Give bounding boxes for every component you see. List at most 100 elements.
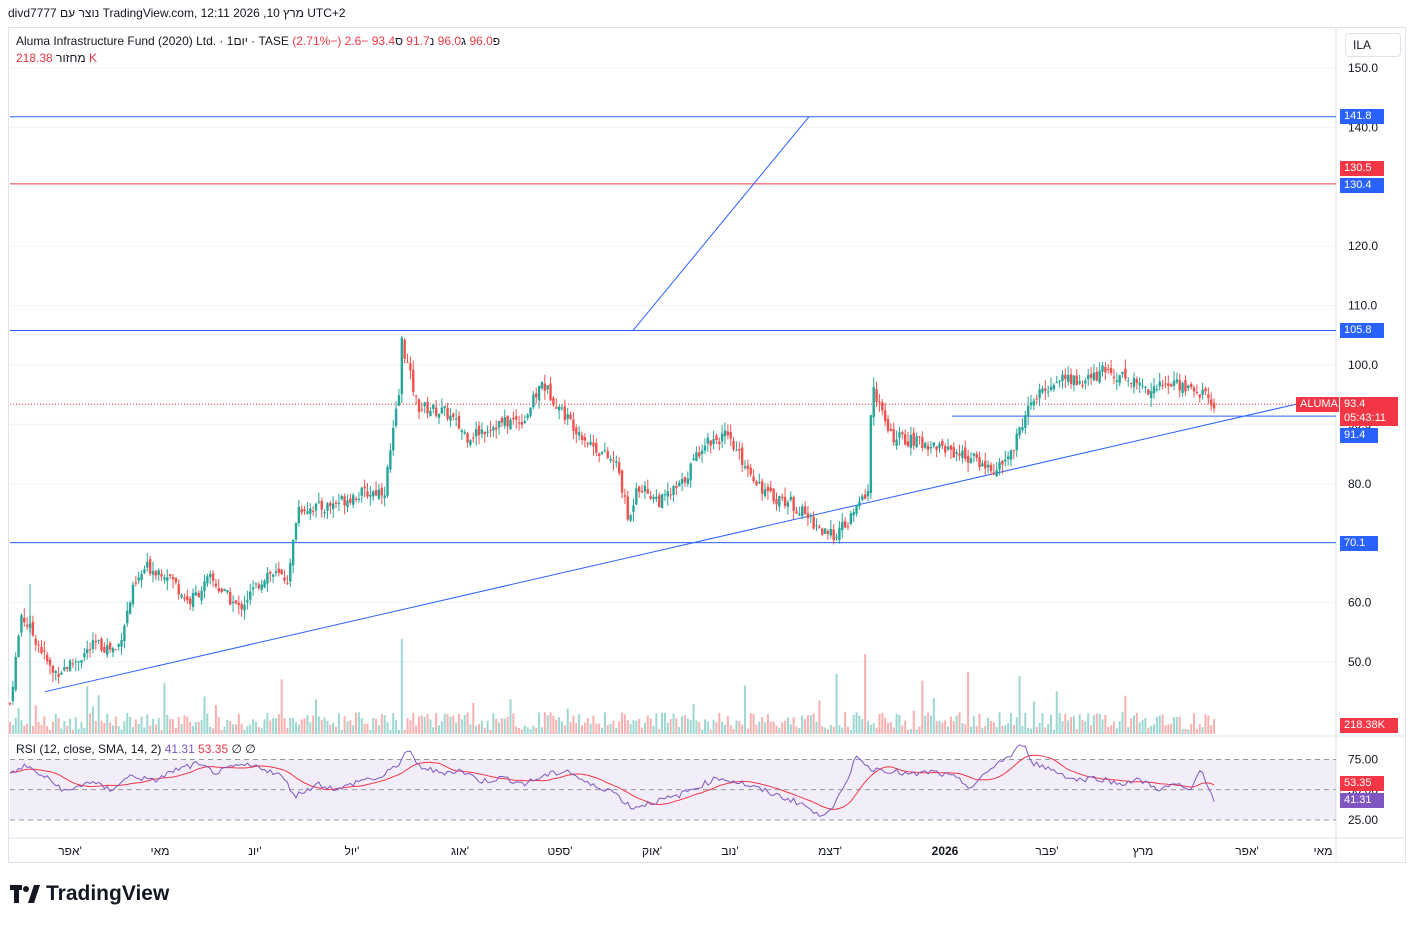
- volume-bar: [915, 729, 918, 734]
- candle-body: [801, 506, 804, 517]
- volume-bar: [500, 718, 503, 734]
- candle-body: [964, 447, 967, 459]
- candle-body: [366, 491, 369, 497]
- volume-bar: [1210, 725, 1213, 734]
- candle-body: [1009, 450, 1013, 460]
- price-tick-label: 120.0: [1348, 239, 1378, 253]
- volume-bar: [758, 721, 761, 734]
- candle-body: [615, 461, 618, 463]
- candle-body: [1149, 391, 1153, 399]
- volume-bar: [1147, 727, 1150, 734]
- volume-bar: [498, 722, 501, 734]
- volume-bar: [43, 716, 46, 734]
- volume-bar: [209, 726, 212, 734]
- volume-bar: [892, 727, 895, 734]
- candle-body: [48, 659, 52, 666]
- volume-bar: [283, 718, 286, 734]
- candle-body: [1141, 385, 1144, 387]
- volume-bar: [583, 722, 586, 734]
- candle-body: [841, 521, 844, 531]
- candle-body: [1101, 365, 1104, 372]
- volume-bar: [864, 654, 867, 734]
- countdown-tag: 05:43:11: [1340, 411, 1398, 426]
- time-tick-label: אוק': [642, 844, 662, 858]
- candle-body: [806, 513, 810, 519]
- volume-bar: [443, 713, 446, 734]
- volume-bar: [641, 727, 644, 734]
- candle-body: [1112, 376, 1116, 379]
- volume-bar: [858, 715, 861, 734]
- volume-bar: [14, 717, 17, 734]
- candle-body: [403, 339, 406, 359]
- volume-bar: [1110, 725, 1113, 734]
- candle-body: [108, 642, 112, 650]
- tradingview-logo[interactable]: TradingView: [10, 882, 169, 906]
- candle-body: [57, 673, 60, 677]
- volume-bar: [1167, 724, 1170, 734]
- volume-bar: [152, 718, 154, 734]
- volume-bar: [709, 729, 712, 734]
- price-tick-label: 110.0: [1348, 299, 1377, 313]
- volume-bar: [603, 712, 606, 734]
- rsi-title[interactable]: RSI (12, close, SMA, 14, 2): [16, 742, 162, 756]
- volume-bar: [578, 714, 581, 734]
- candle-body: [140, 574, 143, 581]
- symbol-name[interactable]: Aluma Infrastructure Fund (2020) Ltd. · …: [16, 34, 289, 48]
- rsi-legend: RSI (12, close, SMA, 14, 2) 41.31 53.35 …: [16, 742, 256, 756]
- volume-bar: [438, 725, 440, 734]
- candle-body: [949, 445, 953, 450]
- candle-body: [906, 441, 910, 447]
- volume-bar: [887, 722, 890, 734]
- candle-body: [1024, 415, 1027, 428]
- volume-bar: [1098, 714, 1101, 734]
- candle-body: [520, 422, 524, 425]
- candle-body: [1129, 382, 1133, 385]
- volume-bar: [317, 716, 320, 734]
- volume-bar: [372, 718, 375, 734]
- candle-body: [286, 582, 289, 584]
- volume-bar: [483, 727, 486, 734]
- candle-body: [1127, 380, 1130, 382]
- volume-bar: [469, 724, 472, 734]
- candle-body: [83, 653, 86, 658]
- candle-body: [866, 490, 870, 497]
- volume-bar: [512, 713, 515, 734]
- time-tick-label: פבר': [1035, 844, 1058, 858]
- price-tick-label: 60.0: [1348, 596, 1372, 610]
- candle-body: [303, 509, 306, 512]
- candle-body: [589, 441, 592, 445]
- candle-body: [938, 443, 941, 448]
- volume-bar: [958, 712, 961, 734]
- volume-bar: [426, 713, 429, 734]
- volume-bar: [1052, 729, 1055, 734]
- volume-bar: [681, 716, 684, 734]
- volume-bar: [71, 729, 74, 734]
- currency-button[interactable]: ILA: [1345, 33, 1401, 57]
- volume-bar: [506, 716, 509, 734]
- candle-body: [1095, 371, 1098, 381]
- volume-bar: [1055, 691, 1058, 734]
- candle-body: [226, 590, 229, 593]
- volume-bar: [395, 720, 398, 734]
- candle-body: [260, 584, 263, 590]
- volume-bar: [964, 724, 967, 734]
- candle-body: [966, 455, 970, 463]
- candle-body: [277, 568, 281, 573]
- volume-bar: [1044, 727, 1047, 734]
- candle-body: [944, 446, 947, 453]
- candle-body: [540, 381, 544, 389]
- candle-body: [88, 649, 92, 651]
- volume-bar: [543, 712, 546, 734]
- volume-bar: [518, 728, 521, 734]
- volume-bar: [1144, 717, 1147, 734]
- candle-body: [1089, 373, 1093, 378]
- candle-body: [566, 414, 569, 419]
- volume-bar: [646, 715, 649, 734]
- candle-body: [289, 562, 292, 582]
- volume-bar: [969, 726, 972, 734]
- candle-body: [597, 453, 601, 456]
- candle-body: [43, 649, 46, 652]
- volume-bar: [515, 726, 518, 734]
- candle-body: [861, 496, 864, 500]
